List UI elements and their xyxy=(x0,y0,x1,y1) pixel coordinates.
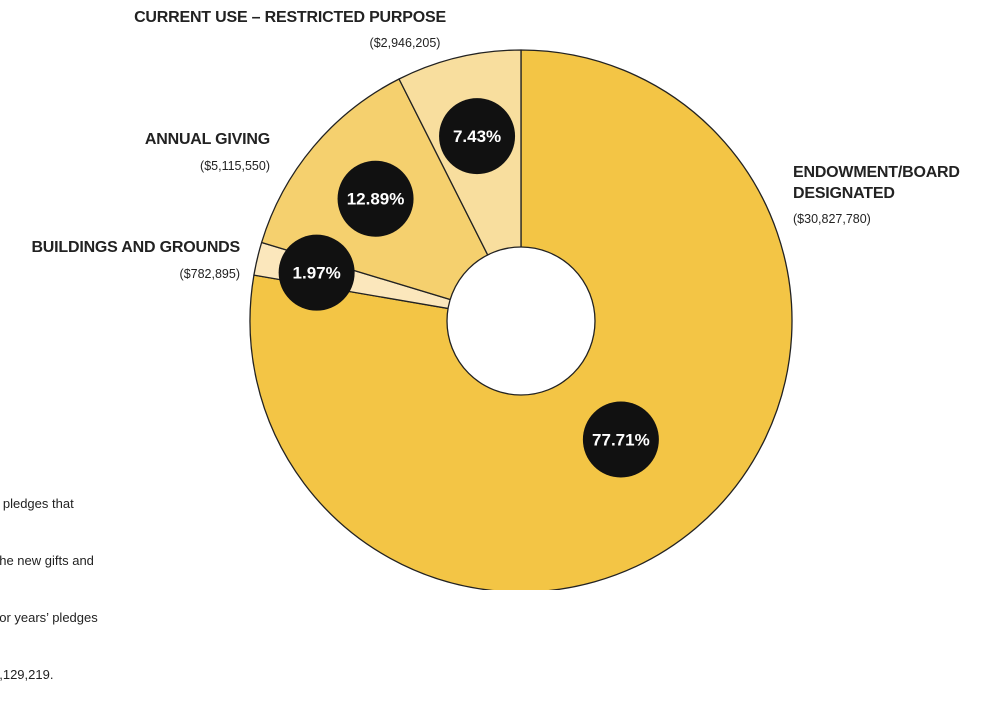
percent-label: 77.71% xyxy=(592,431,650,450)
footnote-line: d pledges that xyxy=(0,496,74,511)
amount-endowment: ($30,827,780) xyxy=(793,212,871,226)
percent-badge xyxy=(439,98,516,175)
label-current-use: CURRENT USE – RESTRICTED PURPOSE xyxy=(134,9,446,26)
percent-badge xyxy=(582,401,659,478)
label-annual-giving: ANNUAL GIVING xyxy=(144,131,270,148)
footnote-line: the new gifts and xyxy=(0,553,94,568)
percent-badge xyxy=(278,234,355,311)
label-endowment-line2: DESIGNATED xyxy=(793,185,895,202)
footnote-line: rior years’ pledges xyxy=(0,610,98,625)
amount-current-use: ($2,946,205) xyxy=(369,36,441,50)
donut-chart: 77.71% 1.97% 12.89% 7.43% xyxy=(249,49,793,590)
donut-hole xyxy=(446,246,596,396)
percent-label: 7.43% xyxy=(453,127,501,146)
amount-annual-giving: ($5,115,550) xyxy=(200,159,270,173)
label-buildings-grounds: BUILDINGS AND GROUNDS xyxy=(31,239,240,256)
footnote: d pledges that the new gifts and rior ye… xyxy=(0,456,192,703)
percent-label: 12.89% xyxy=(347,190,405,209)
footnote-line: 3,129,219. xyxy=(0,667,54,682)
percent-badge xyxy=(337,160,414,237)
percent-label: 1.97% xyxy=(293,264,341,283)
amount-buildings-grounds: ($782,895) xyxy=(179,267,240,281)
label-endowment-line1: ENDOWMENT/BOARD xyxy=(793,164,960,181)
